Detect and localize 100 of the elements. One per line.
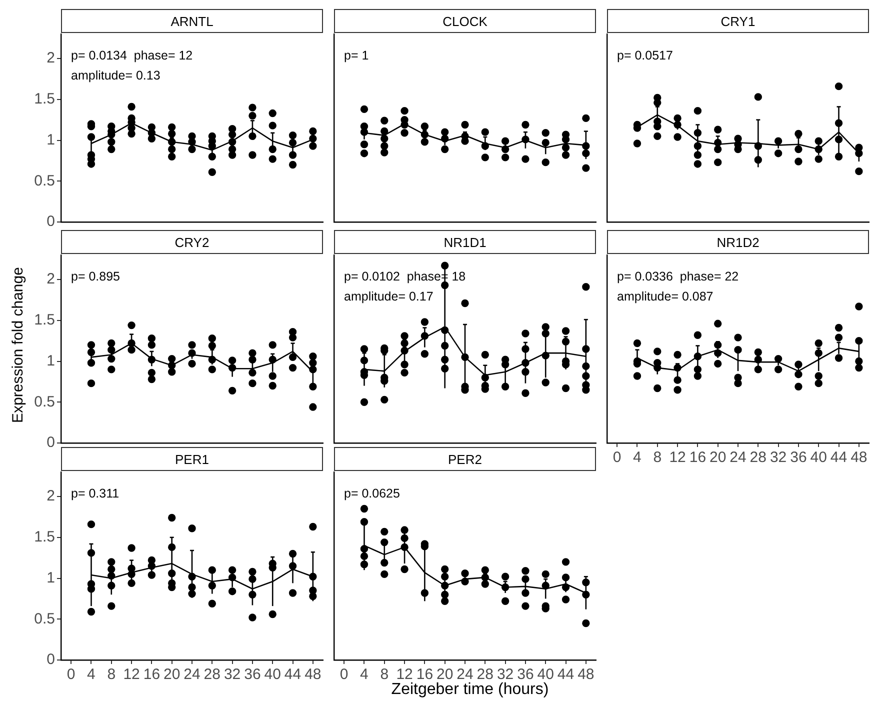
point — [714, 320, 722, 328]
chart-title: CLOCK — [334, 9, 596, 33]
point — [208, 366, 216, 374]
point — [288, 160, 297, 169]
point — [268, 372, 276, 380]
point — [168, 152, 176, 160]
point — [188, 360, 196, 368]
point — [420, 350, 429, 358]
point — [633, 339, 642, 348]
point — [380, 142, 388, 150]
point — [168, 368, 176, 376]
point — [694, 160, 702, 168]
point — [248, 379, 256, 388]
x-tick-label: 4 — [87, 666, 96, 684]
point — [562, 596, 570, 604]
point — [501, 382, 510, 390]
x-tick-label: 0 — [66, 666, 76, 684]
point — [288, 589, 297, 597]
point — [674, 376, 682, 384]
point — [754, 366, 762, 374]
point — [168, 145, 176, 154]
point — [855, 302, 863, 310]
point — [228, 386, 236, 395]
point — [360, 345, 368, 353]
point — [108, 339, 116, 348]
y-tick-label: 0.5 — [34, 393, 55, 410]
point — [128, 102, 136, 111]
x-tick-label: 28 — [204, 666, 220, 684]
point — [309, 522, 317, 531]
point — [309, 142, 317, 150]
point — [268, 341, 276, 349]
y-tick-label: 2 — [46, 488, 55, 505]
y-tick-label: 0 — [46, 213, 55, 230]
point — [461, 299, 469, 308]
chart-title: CRY2 — [61, 230, 323, 254]
point — [654, 122, 662, 130]
point — [248, 104, 256, 112]
x-tick-label: 20 — [436, 666, 454, 684]
y-tick-label: 0 — [46, 651, 55, 668]
point — [87, 608, 96, 616]
point — [148, 341, 156, 349]
point — [522, 330, 530, 338]
point — [208, 334, 216, 342]
y-tick-label: 0 — [46, 434, 55, 452]
point — [248, 132, 256, 140]
point — [228, 151, 236, 159]
point — [288, 151, 297, 159]
x-tick-label: 4 — [633, 449, 642, 466]
x-tick-label: 24 — [456, 666, 474, 684]
annotation: amplitude= 0.13 — [71, 68, 160, 82]
point — [794, 130, 802, 138]
x-tick-label: 36 — [790, 449, 807, 466]
point — [309, 127, 317, 136]
point — [582, 114, 590, 122]
point — [674, 114, 682, 122]
x-axis-title: Zeitgeber time (hours) — [391, 681, 549, 699]
x-tick-label: 8 — [380, 666, 389, 684]
point — [734, 334, 742, 342]
y-tick-label: 0.5 — [34, 610, 55, 628]
point — [522, 567, 530, 575]
point — [654, 348, 662, 356]
x-tick-label: 28 — [750, 449, 766, 466]
x-tick-label: 16 — [416, 666, 434, 684]
point — [855, 167, 863, 176]
point — [400, 360, 408, 368]
point — [360, 140, 368, 148]
x-tick-label: 8 — [653, 449, 662, 466]
point — [834, 82, 843, 90]
point — [188, 145, 196, 154]
point — [168, 130, 176, 138]
chart-title: CRY1 — [607, 9, 869, 33]
point — [248, 568, 256, 576]
point — [248, 349, 256, 357]
point — [268, 155, 276, 163]
point — [501, 154, 510, 162]
annotation: p= 0.0336 phase= 22 — [617, 269, 739, 284]
point — [562, 384, 570, 392]
point — [309, 382, 317, 390]
point — [148, 571, 156, 579]
point — [360, 398, 368, 406]
point — [794, 145, 802, 154]
point — [834, 334, 843, 342]
x-tick-label: 32 — [770, 449, 787, 466]
point — [440, 145, 449, 154]
point — [268, 109, 276, 118]
point — [148, 375, 156, 384]
point — [440, 597, 449, 605]
x-tick-label: 44 — [557, 666, 574, 684]
point — [694, 372, 702, 380]
point — [674, 386, 682, 394]
point — [208, 342, 216, 350]
point — [268, 382, 276, 390]
point — [481, 580, 490, 588]
point — [522, 602, 530, 610]
point — [168, 123, 176, 132]
point — [148, 134, 156, 142]
annotation: amplitude= 0.17 — [344, 289, 434, 304]
x-tick-label: 48 — [304, 666, 322, 684]
point — [834, 354, 843, 362]
point — [400, 368, 408, 377]
